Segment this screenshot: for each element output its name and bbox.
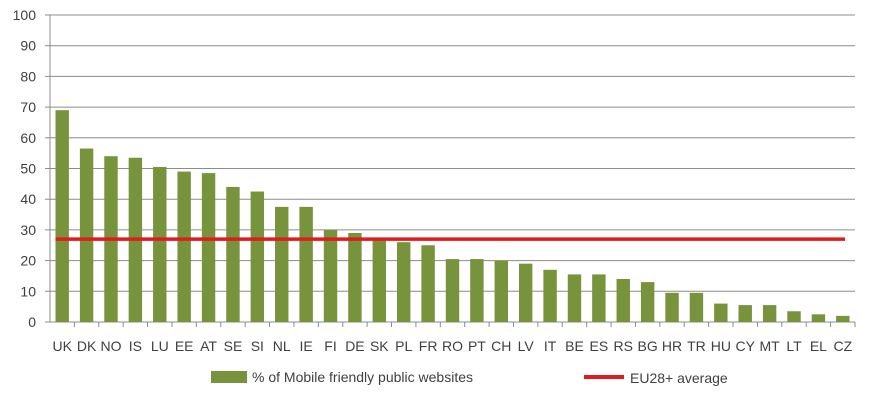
x-tick-label: RS [614,338,633,354]
bar-el [811,314,826,322]
legend: % of Mobile friendly public websites EU2… [211,369,728,386]
bar-fi [323,229,338,322]
bar-lv [518,263,533,322]
bar-bg [640,282,655,322]
legend-bar-label: % of Mobile friendly public websites [252,369,473,385]
x-tick-label: NO [100,338,121,354]
bar-si [250,191,265,322]
gridlines [50,14,855,292]
bars [55,110,850,322]
x-tick-label: HR [662,338,682,354]
bar-dk [79,148,94,322]
bar-mt [762,305,777,322]
y-tick-label: 30 [20,222,36,238]
bar-hr [665,292,679,322]
x-tick-label: DK [77,338,97,354]
x-tick-label: CY [736,338,756,354]
x-tick-label: LU [151,338,169,354]
y-tick-label: 100 [13,7,37,23]
x-tick-label: IE [300,338,313,354]
x-tick-label: CH [491,338,511,354]
bar-cy [738,305,752,322]
x-tick-label: IS [129,338,142,354]
labels: 0 10 20 30 40 50 60 70 80 90 100 UK DK NO IS LU EE AT SE SI… [13,7,853,354]
legend-bar-swatch [211,371,247,383]
x-tick-label: MT [760,338,781,354]
y-tick-label: 40 [20,191,36,207]
legend-line-label: EU28+ average [630,370,728,386]
bar-pt [470,259,484,322]
x-tick-label: IT [544,338,557,354]
bar-ch [494,260,508,322]
x-tick-label: DE [345,338,364,354]
bar-tr [689,292,704,322]
x-tick-label: NL [273,338,291,354]
x-tick-label: LT [786,338,802,354]
x-tick-label: SE [224,338,243,354]
x-tick-label: EL [810,338,827,354]
bar-cz [836,315,850,322]
bar-be [567,274,582,322]
bar-lu [153,166,167,322]
x-tick-label: AT [200,338,217,354]
y-tick-label: 70 [20,99,36,115]
bar-pl [397,242,411,322]
x-tick-label: ES [590,338,609,354]
x-tick-label: FI [324,338,336,354]
x-tick-label: UK [52,338,72,354]
x-tick-label: PL [395,338,412,354]
x-tick-label: TR [687,338,706,354]
bar-nl [275,206,289,322]
x-tick-label: EE [175,338,194,354]
x-tick-label: SI [251,338,264,354]
y-tick-label: 90 [20,38,36,54]
bar-rs [616,279,630,322]
bar-de [348,232,362,322]
x-tick-label: FR [419,338,438,354]
bar-ee [177,171,191,322]
bar-hu [714,303,728,322]
y-tick-label: 60 [20,130,36,146]
x-tick-label: PT [468,338,486,354]
y-tick-label: 10 [20,283,36,299]
y-tick-label: 80 [20,68,36,84]
x-tick-label: BE [565,338,584,354]
x-tick-label: HU [711,338,731,354]
bar-lt [787,311,801,322]
x-tick-label: RO [442,338,463,354]
bar-fr [421,245,435,322]
bar-it [543,269,557,322]
y-tick-label: 0 [28,314,36,330]
y-tick-label: 50 [20,161,36,177]
bar-at [201,173,216,322]
x-tick-label: BG [638,338,658,354]
bar-uk [55,110,69,322]
bar-es [592,274,606,322]
x-tick-label: CZ [833,338,852,354]
bar-ie [299,206,313,322]
x-tick-label: LV [518,338,535,354]
bar-ro [445,259,460,322]
x-tick-label: SK [370,338,389,354]
y-tick-label: 20 [20,253,36,269]
bar-sk [372,239,387,322]
bar-se [226,186,240,322]
